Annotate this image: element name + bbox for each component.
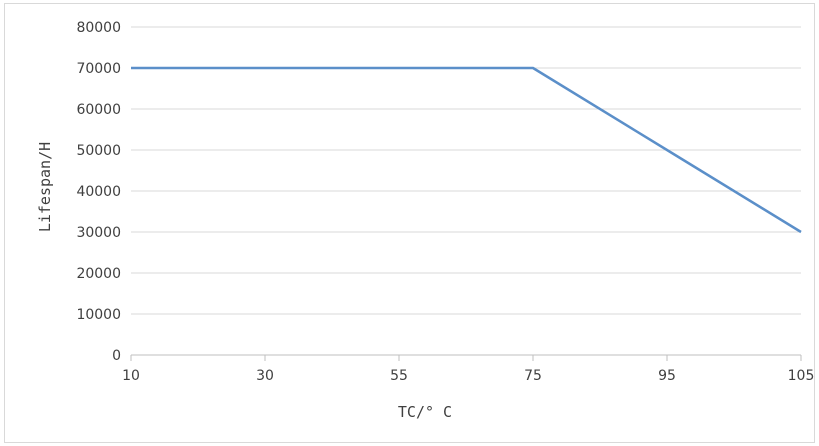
y-tick-label: 60000 xyxy=(76,102,121,118)
x-tick-label: 55 xyxy=(390,368,408,384)
x-tick-label: 95 xyxy=(658,368,676,384)
x-tick-label: 10 xyxy=(122,368,140,384)
x-tick-label: 105 xyxy=(788,368,815,384)
y-tick-label: 20000 xyxy=(76,266,121,282)
x-tick-label: 75 xyxy=(524,368,542,384)
y-tick-label: 10000 xyxy=(76,307,121,323)
x-tick-label: 30 xyxy=(256,368,274,384)
y-tick-label: 80000 xyxy=(76,20,121,36)
y-tick-label: 70000 xyxy=(76,61,121,77)
series-line xyxy=(131,66,802,234)
x-axis-title: TC/° C xyxy=(398,403,452,421)
y-axis-ticks: 0 10000 20000 30000 40000 50000 60000 70000 8000… xyxy=(76,20,121,364)
y-axis-title: Lifespan/H xyxy=(36,142,54,232)
y-tick-label: 0 xyxy=(112,348,121,364)
y-tick-label: 30000 xyxy=(76,225,121,241)
y-tick-label: 40000 xyxy=(76,184,121,200)
y-tick-label: 50000 xyxy=(76,143,121,159)
chart-frame xyxy=(4,3,815,443)
gridlines xyxy=(131,26,801,315)
x-axis: 10 30 55 75 95 105 xyxy=(122,354,815,384)
series-layer xyxy=(131,66,802,234)
